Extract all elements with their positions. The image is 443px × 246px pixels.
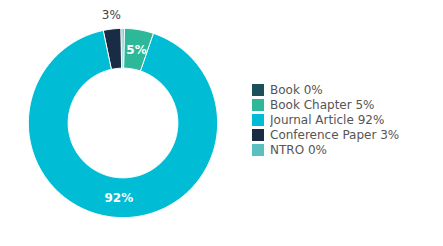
svg-text:92%: 92% xyxy=(104,191,133,205)
svg-text:3%: 3% xyxy=(102,8,121,22)
html-text:Journal Article 92%: Journal Article 92% xyxy=(270,112,385,127)
html-text:Book Chapter 5%: Book Chapter 5% xyxy=(270,97,375,112)
html-text:NTRO 0%: NTRO 0% xyxy=(270,142,327,157)
html-text:Conference Paper 3%: Conference Paper 3% xyxy=(270,127,400,142)
svg-text:5%: 5% xyxy=(126,43,146,57)
html-text:Book 0%: Book 0% xyxy=(270,82,323,97)
